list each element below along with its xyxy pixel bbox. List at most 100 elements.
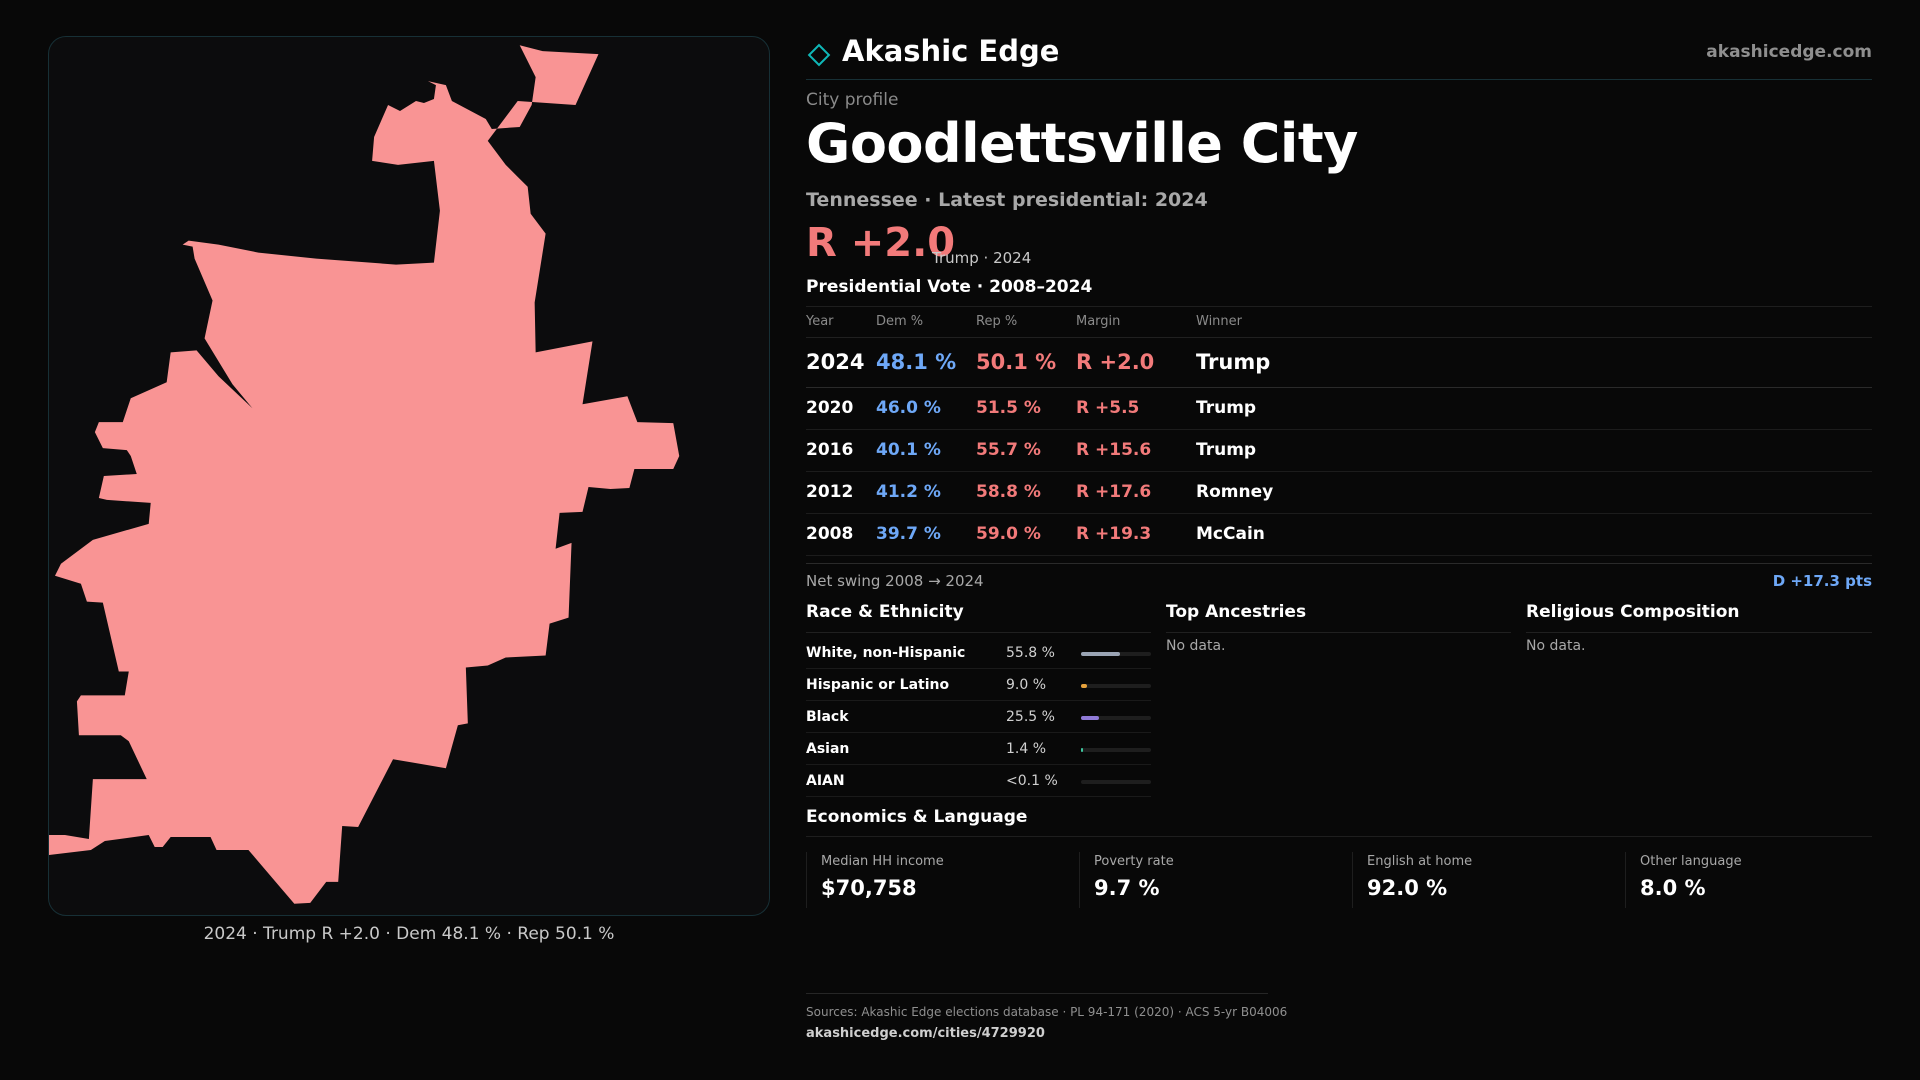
cell-dem: 40.1 % (876, 440, 941, 460)
race-bar-track (1081, 780, 1151, 784)
column-header-margin: Margin (1076, 314, 1121, 329)
cell-winner: Trump (1196, 398, 1257, 418)
race-bar-fill (1081, 748, 1083, 752)
stat-other-language: Other language 8.0 % (1625, 852, 1895, 908)
divider (806, 836, 1872, 837)
brand-name[interactable]: Akashic Edge (842, 34, 1060, 68)
stat-value: $70,758 (821, 876, 917, 900)
presidential-vote-table: Year Dem % Rep % Margin Winner 2024 48.1… (806, 308, 1872, 556)
stat-label: Other language (1640, 854, 1742, 869)
race-bar-track (1081, 716, 1151, 720)
divider (1166, 632, 1511, 633)
stat-value: 9.7 % (1094, 876, 1160, 900)
list-item: Black 25.5 % (806, 701, 1151, 733)
page-url-link[interactable]: akashicedge.com/cities/4729920 (806, 1026, 1045, 1041)
cell-rep: 58.8 % (976, 482, 1041, 502)
net-swing-label: Net swing 2008 → 2024 (806, 572, 984, 590)
column-header-rep: Rep % (976, 314, 1018, 329)
cell-margin: R +19.3 (1076, 524, 1152, 544)
cell-margin: R +15.6 (1076, 440, 1152, 460)
race-bar-track (1081, 684, 1151, 688)
cell-dem: 41.2 % (876, 482, 941, 502)
list-item: AIAN <0.1 % (806, 765, 1151, 797)
cell-winner: Trump (1196, 440, 1257, 460)
sources-note: Sources: Akashic Edge elections database… (806, 1005, 1288, 1019)
race-bar-track (1081, 652, 1151, 656)
list-item: Asian 1.4 % (806, 733, 1151, 765)
net-swing-value: D +17.3 pts (1772, 572, 1872, 590)
stat-label: Poverty rate (1094, 854, 1174, 869)
table-header: Year Dem % Rep % Margin Winner (806, 308, 1872, 338)
cell-year: 2024 (806, 350, 865, 374)
race-bar-fill (1081, 716, 1099, 720)
table-row: 2012 41.2 % 58.8 % R +17.6 Romney (806, 472, 1872, 514)
stat-poverty-rate: Poverty rate 9.7 % (1079, 852, 1349, 908)
stat-label: English at home (1367, 854, 1473, 869)
cell-margin: R +5.5 (1076, 398, 1140, 418)
stat-english-at-home: English at home 92.0 % (1352, 852, 1622, 908)
race-value: 55.8 % (1006, 645, 1055, 661)
column-header-dem: Dem % (876, 314, 924, 329)
race-label: AIAN (806, 773, 845, 789)
brand-header: Akashic Edge akashicedge.com (806, 30, 1872, 80)
cell-dem: 39.7 % (876, 524, 941, 544)
stat-median-income: Median HH income $70,758 (806, 852, 1076, 908)
table-row: 2008 39.7 % 59.0 % R +19.3 McCain (806, 514, 1872, 556)
divider (806, 632, 1151, 633)
map-caption: 2024 · Trump R +2.0 · Dem 48.1 % · Rep 5… (203, 924, 615, 944)
table-row: 2024 48.1 % 50.1 % R +2.0 Trump (806, 338, 1872, 388)
cell-year: 2008 (806, 524, 854, 544)
headline-margin: R +2.0 (806, 220, 956, 266)
cell-year: 2016 (806, 440, 854, 460)
page-subtitle: Tennessee · Latest presidential: 2024 (806, 189, 1208, 211)
cell-winner: McCain (1196, 524, 1265, 544)
cell-rep: 50.1 % (976, 350, 1057, 374)
race-label: Black (806, 709, 849, 725)
divider (806, 306, 1872, 307)
stat-value: 92.0 % (1367, 876, 1448, 900)
cell-year: 2020 (806, 398, 854, 418)
cell-winner: Trump (1196, 350, 1271, 374)
race-bar-track (1081, 748, 1151, 752)
cell-rep: 55.7 % (976, 440, 1041, 460)
race-label: Asian (806, 741, 850, 757)
brand-url-link[interactable]: akashicedge.com (1706, 42, 1872, 62)
page-title: Goodlettsville City (806, 112, 1358, 175)
top-ancestries-title: Top Ancestries (1166, 602, 1307, 622)
column-header-year: Year (806, 314, 834, 329)
cell-rep: 51.5 % (976, 398, 1041, 418)
divider (1526, 632, 1872, 633)
ancestries-empty-state: No data. (1166, 638, 1226, 654)
religion-empty-state: No data. (1526, 638, 1586, 654)
cell-winner: Romney (1196, 482, 1274, 502)
race-label: White, non-Hispanic (806, 645, 966, 661)
stat-value: 8.0 % (1640, 876, 1706, 900)
economics-language-title: Economics & Language (806, 807, 1028, 827)
headline-note: Trump · 2024 (932, 249, 1032, 267)
race-value: 25.5 % (1006, 709, 1055, 725)
table-row: 2016 40.1 % 55.7 % R +15.6 Trump (806, 430, 1872, 472)
stat-label: Median HH income (821, 854, 944, 869)
cell-margin: R +2.0 (1076, 350, 1155, 374)
list-item: Hispanic or Latino 9.0 % (806, 669, 1151, 701)
cell-dem: 48.1 % (876, 350, 957, 374)
race-value: 1.4 % (1006, 741, 1047, 757)
page-kicker: City profile (806, 90, 899, 110)
city-boundary-map (48, 36, 770, 916)
race-bar-fill (1081, 684, 1087, 688)
race-ethnicity-title: Race & Ethnicity (806, 602, 964, 622)
cell-year: 2012 (806, 482, 854, 502)
table-row: 2020 46.0 % 51.5 % R +5.5 Trump (806, 388, 1872, 430)
list-item: White, non-Hispanic 55.8 % (806, 637, 1151, 669)
race-value: <0.1 % (1006, 773, 1058, 789)
religious-composition-title: Religious Composition (1526, 602, 1740, 622)
diamond-icon (807, 43, 831, 67)
presidential-vote-title: Presidential Vote · 2008–2024 (806, 277, 1093, 297)
column-header-winner: Winner (1196, 314, 1243, 329)
divider (806, 563, 1872, 564)
cell-margin: R +17.6 (1076, 482, 1152, 502)
race-value: 9.0 % (1006, 677, 1047, 693)
city-boundary-shape (49, 45, 680, 904)
cell-dem: 46.0 % (876, 398, 941, 418)
race-label: Hispanic or Latino (806, 677, 950, 693)
